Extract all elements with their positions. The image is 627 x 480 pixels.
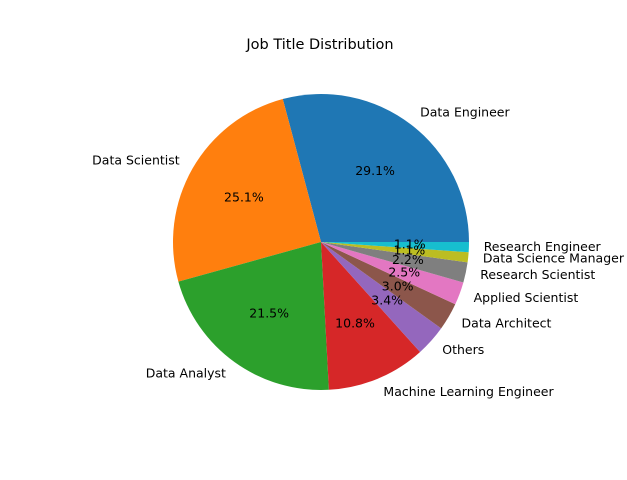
slice-percent-research-engineer: 1.1%	[394, 237, 426, 252]
pie-slice-research-scientist	[321, 242, 468, 283]
slice-percent-research-scientist: 2.2%	[392, 252, 424, 267]
slice-percent-data-engineer: 29.1%	[355, 163, 395, 178]
slice-label-machine-learning-engineer: Machine Learning Engineer	[383, 384, 554, 399]
slice-percent-data-architect: 3.0%	[382, 278, 414, 293]
slice-label-data-architect: Data Architect	[462, 316, 552, 331]
slice-label-data-science-manager: Data Science Manager	[483, 250, 625, 265]
slice-percent-machine-learning-engineer: 10.8%	[335, 316, 375, 331]
slice-percent-others: 3.4%	[371, 293, 403, 308]
pie-slice-data-science-manager	[321, 242, 469, 263]
slice-percent-data-analyst: 21.5%	[249, 306, 289, 321]
pie-slice-others	[321, 242, 442, 352]
pie-slice-data-architect	[321, 242, 456, 329]
pie-slice-data-scientist	[173, 99, 321, 282]
slice-label-research-engineer: Research Engineer	[484, 239, 602, 254]
pie-slice-data-engineer	[282, 93, 469, 242]
pie-slice-machine-learning-engineer	[321, 242, 421, 390]
slice-labels: Data Engineer 29.1% Data Scientist 25.1% Dat…	[92, 104, 625, 398]
pie-slice-data-analyst	[178, 242, 329, 391]
chart-title: Job Title Distribution	[245, 37, 393, 53]
slice-label-data-analyst: Data Analyst	[146, 366, 226, 381]
pie-slice-applied-scientist	[321, 242, 464, 305]
pie-slice-research-engineer	[321, 242, 469, 253]
slice-label-applied-scientist: Applied Scientist	[474, 290, 579, 305]
slice-percent-data-science-manager: 1.1%	[393, 243, 425, 258]
slice-label-research-scientist: Research Scientist	[480, 267, 595, 282]
slice-label-data-engineer: Data Engineer	[420, 104, 510, 119]
slice-label-data-scientist: Data Scientist	[92, 153, 180, 168]
slice-percent-applied-scientist: 2.5%	[388, 264, 420, 279]
slice-percent-data-scientist: 25.1%	[224, 189, 264, 204]
pie-slices	[173, 93, 469, 391]
slice-label-others: Others	[442, 342, 484, 357]
